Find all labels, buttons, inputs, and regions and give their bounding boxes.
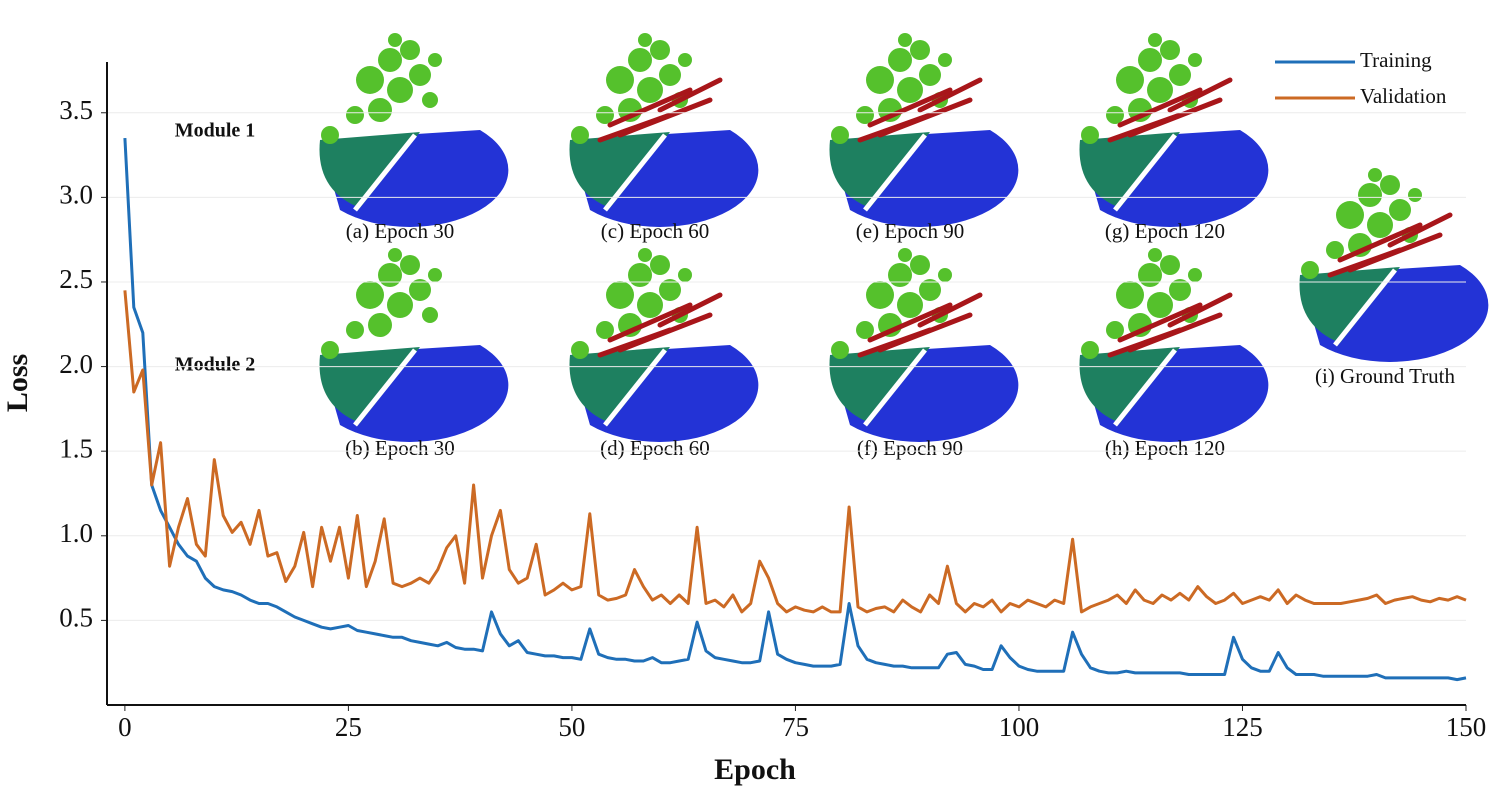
panel-caption: (f) Epoch 90 — [857, 436, 963, 460]
panel-caption: (d) Epoch 60 — [600, 436, 710, 460]
panel-caption: (h) Epoch 120 — [1105, 436, 1225, 460]
x-axis-label: Epoch — [714, 753, 796, 786]
data-line — [123, 138, 1467, 682]
y-tick-label: 0.5 — [59, 603, 93, 633]
panel-caption: (b) Epoch 30 — [345, 436, 455, 460]
module-label: Module 2 — [175, 354, 256, 376]
legend-label: Validation — [1360, 84, 1447, 108]
y-tick-label: 2.0 — [59, 349, 93, 379]
data-line — [123, 290, 1467, 614]
x-tick-label: 75 — [782, 712, 809, 742]
panel-caption: (a) Epoch 30 — [346, 219, 454, 243]
panel-caption: (c) Epoch 60 — [601, 219, 709, 243]
legend-label: Training — [1360, 48, 1432, 72]
y-tick-label: 1.5 — [59, 433, 93, 463]
y-tick-label: 1.0 — [59, 518, 93, 548]
x-tick-label: 100 — [999, 712, 1040, 742]
y-axis-label: Loss — [1, 354, 34, 412]
panel-caption: (i) Ground Truth — [1315, 364, 1456, 388]
panel-caption: (e) Epoch 90 — [856, 219, 964, 243]
y-tick-label: 3.0 — [59, 180, 93, 210]
module-label: Module 1 — [175, 120, 256, 142]
y-tick-label: 3.5 — [59, 95, 93, 125]
x-tick-label: 0 — [118, 712, 132, 742]
x-tick-label: 25 — [335, 712, 362, 742]
y-tick-label: 2.5 — [59, 264, 93, 294]
x-tick-label: 150 — [1446, 712, 1487, 742]
x-tick-label: 125 — [1222, 712, 1263, 742]
panel-caption: (g) Epoch 120 — [1105, 219, 1225, 243]
x-tick-label: 50 — [558, 712, 585, 742]
